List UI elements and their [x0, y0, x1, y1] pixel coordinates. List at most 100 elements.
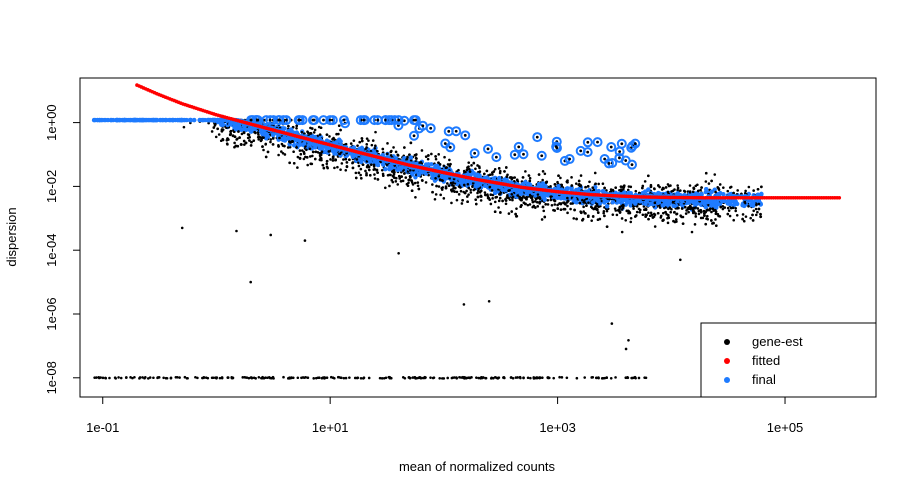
point-gene-est-floor	[174, 375, 178, 379]
point-gene-est	[392, 146, 395, 149]
point-gene-est	[457, 193, 461, 196]
point-gene-est	[389, 154, 393, 157]
point-gene-est-floor	[359, 376, 363, 380]
point-gene-est	[444, 166, 448, 170]
point-gene-est	[271, 143, 275, 146]
point-gene-est	[721, 207, 725, 211]
point-gene-est	[467, 193, 470, 196]
point-gene-est	[532, 204, 536, 208]
point-gene-est	[345, 161, 349, 164]
point-gene-est	[416, 184, 420, 188]
point-final	[475, 172, 480, 177]
point-gene-est	[233, 135, 237, 138]
point-final	[558, 196, 564, 201]
point-final	[383, 166, 388, 172]
point-gene-est	[491, 173, 494, 176]
point-gene-est	[498, 169, 502, 173]
point-gene-est	[699, 188, 702, 192]
point-final	[492, 190, 498, 196]
point-gene-est	[373, 177, 377, 180]
point-gene-est	[726, 189, 730, 193]
point-gene-est	[566, 204, 569, 208]
point-gene-est	[534, 206, 537, 209]
point-gene-est	[756, 210, 759, 214]
point-gene-est-floor	[156, 376, 160, 379]
point-gene-est	[553, 209, 556, 212]
point-gene-est	[386, 142, 389, 145]
point-gene-est	[592, 188, 596, 192]
point-gene-est	[611, 213, 615, 216]
point-gene-est	[462, 183, 466, 187]
point-final	[281, 126, 286, 132]
point-gene-est	[312, 131, 316, 134]
point-final	[191, 117, 197, 123]
point-final	[232, 123, 238, 128]
point-gene-est-floor	[201, 376, 204, 380]
point-gene-est	[544, 203, 547, 206]
point-gene-est	[364, 169, 367, 173]
point-gene-est-floor	[355, 376, 359, 380]
point-gene-est	[543, 215, 547, 219]
point-gene-est	[527, 174, 531, 177]
point-gene-est	[674, 218, 678, 221]
point-gene-est	[376, 171, 379, 174]
point-gene-est	[694, 184, 698, 188]
point-gene-est	[723, 206, 727, 209]
point-final	[351, 145, 357, 150]
point-gene-est	[694, 212, 697, 215]
point-gene-est	[311, 150, 315, 154]
point-gene-est	[497, 199, 501, 203]
point-gene-est	[556, 207, 560, 210]
point-gene-est	[629, 216, 633, 220]
point-gene-est	[359, 173, 362, 177]
point-gene-est-floor	[97, 376, 101, 379]
point-gene-est	[556, 203, 559, 207]
point-gene-est	[525, 197, 528, 201]
point-gene-est-floor	[438, 376, 442, 380]
point-gene-est	[333, 166, 336, 170]
point-gene-est	[591, 206, 594, 210]
point-gene-est	[451, 183, 454, 187]
point-gene-est	[731, 206, 735, 210]
point-gene-est	[618, 206, 621, 210]
point-gene-est	[658, 206, 662, 209]
point-gene-est	[620, 217, 624, 220]
point-gene-est	[621, 188, 625, 191]
point-gene-est	[325, 133, 329, 136]
point-gene-est	[574, 182, 578, 185]
point-gene-est	[356, 144, 359, 147]
point-gene-est	[368, 173, 372, 177]
point-gene-est	[349, 142, 353, 145]
point-gene-est	[318, 154, 322, 158]
point-gene-est	[477, 189, 480, 193]
point-gene-est	[459, 189, 463, 193]
point-gene-est	[598, 217, 602, 221]
point-gene-est	[754, 213, 758, 217]
point-gene-est	[756, 187, 760, 191]
point-gene-est	[484, 193, 487, 197]
point-gene-est	[727, 209, 731, 212]
point-final	[184, 117, 189, 123]
point-gene-est	[385, 152, 389, 156]
point-gene-est	[581, 218, 584, 222]
point-gene-est-floor	[336, 375, 340, 379]
point-gene-est	[189, 121, 192, 125]
point-final	[542, 197, 547, 202]
point-gene-est	[528, 203, 532, 206]
point-gene-est	[497, 206, 500, 209]
point-gene-est	[415, 157, 418, 160]
point-gene-est-floor	[475, 376, 478, 379]
point-gene-est	[493, 200, 497, 204]
point-gene-est	[240, 132, 244, 136]
point-gene-est	[438, 163, 442, 166]
point-gene-est	[542, 209, 546, 213]
point-gene-est	[262, 136, 265, 139]
point-gene-est-floor	[514, 376, 518, 379]
point-gene-est-floor	[535, 376, 539, 380]
point-gene-est	[424, 155, 428, 158]
point-gene-est	[647, 217, 650, 221]
point-gene-est	[510, 192, 514, 196]
point-final	[426, 162, 431, 167]
point-gene-est	[325, 162, 329, 166]
